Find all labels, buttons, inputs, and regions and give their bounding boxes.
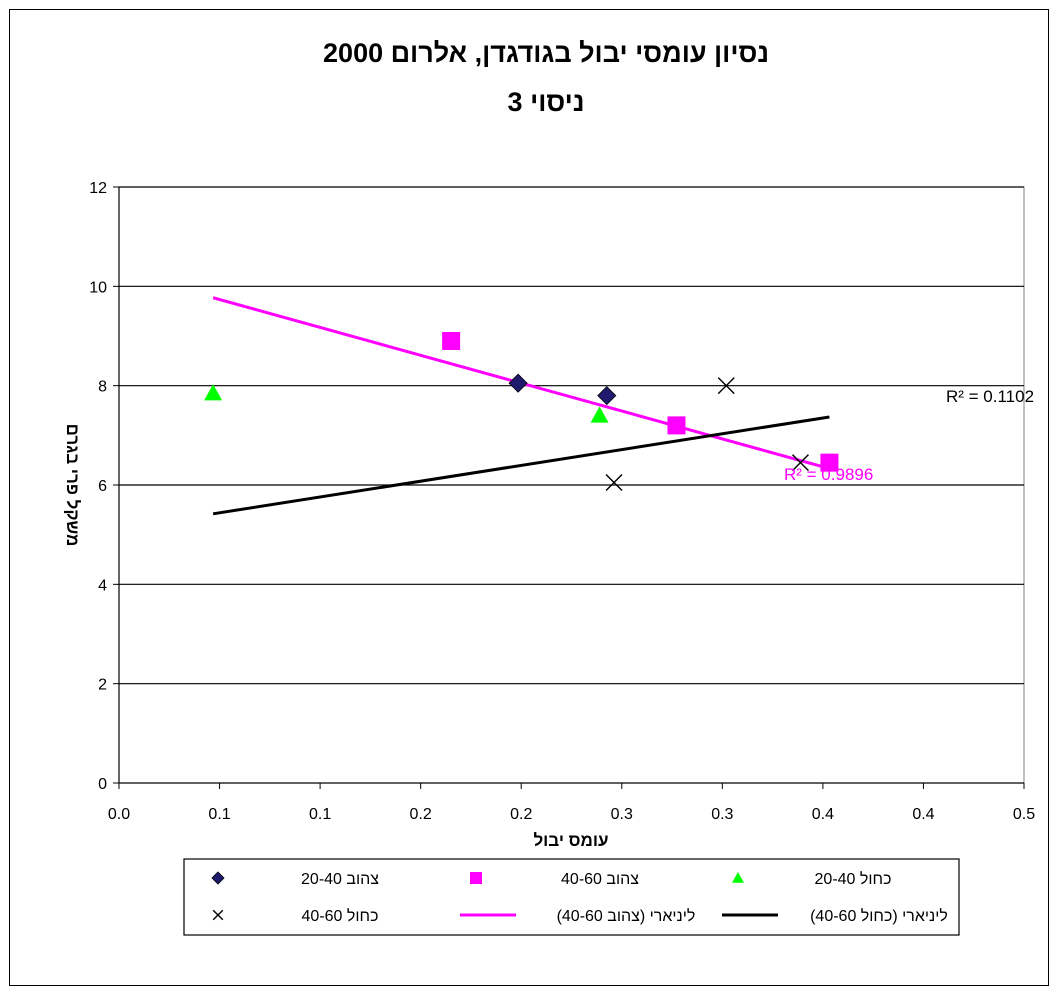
point-series-1-2	[820, 453, 839, 472]
point-series-3-2	[791, 454, 809, 472]
legend-label-4: ליניארי (צהוב 40-60)	[557, 907, 696, 925]
axes	[113, 186, 1025, 789]
r2-label-yellow-40-60: R² = 0.9896	[784, 465, 873, 484]
y-tick-label: 4	[98, 577, 107, 594]
legend-marker-0	[211, 871, 225, 885]
legend-label-2: כחול 20-40	[815, 870, 892, 888]
trendline-1	[212, 415, 830, 516]
x-axis-label: עומס יבול	[533, 831, 608, 850]
y-tick-label: 12	[89, 180, 107, 197]
x-tick-label: 0.4	[912, 806, 934, 823]
y-axis-label: משקל פרי בגרם	[63, 424, 82, 547]
chart-title-line-2: ניסוי 3	[508, 87, 585, 117]
r2-label-blue-40-60: R² = 0.1102	[946, 387, 1034, 406]
data-points	[204, 331, 839, 492]
x-tick-label: 0.2	[410, 806, 432, 823]
legend-label-3: כחול 40-60	[302, 907, 379, 925]
x-tick-label: 0.3	[711, 806, 733, 823]
point-series-2-1	[590, 406, 609, 423]
y-tick-label: 6	[98, 478, 107, 495]
legend: צהוב 20-40 צהוב 40-60 כחול 20-40 כחול 40-60…	[211, 870, 948, 925]
x-tick-label: 0.1	[208, 806, 230, 823]
point-series-1-0	[442, 331, 461, 350]
legend-label-5: ליניארי (כחול 40-60)	[810, 907, 948, 925]
x-tick-labels: 0.0 0.1 0.1 0.2 0.2 0.3 0.3 0.4 0.4 0.5	[108, 806, 1035, 823]
point-series-0-0	[508, 373, 528, 393]
legend-box	[183, 858, 960, 936]
point-series-3-0	[605, 474, 623, 492]
y-tick-label: 10	[89, 279, 107, 296]
point-series-0-1	[597, 386, 617, 406]
point-series-2-0	[204, 384, 223, 401]
gridlines	[119, 186, 1024, 685]
x-tick-label: 0.1	[309, 806, 331, 823]
x-tick-label: 0.2	[510, 806, 532, 823]
y-tick-label: 0	[98, 776, 107, 793]
y-tick-label: 8	[98, 379, 107, 396]
x-tick-label: 0.3	[611, 806, 633, 823]
legend-marker-2	[732, 872, 744, 883]
point-series-3-1	[717, 377, 735, 395]
y-tick-label: 2	[98, 677, 107, 694]
x-tick-label: 0.5	[1013, 806, 1035, 823]
point-series-1-1	[667, 416, 686, 435]
chart-title-line-1: נסיון עומסי יבול בגודגדן, אלרום 2000	[323, 38, 769, 68]
legend-marker-3	[212, 909, 224, 921]
x-tick-label: 0.4	[812, 806, 834, 823]
x-tick-label: 0.0	[108, 806, 130, 823]
legend-marker-1	[470, 872, 482, 884]
legend-label-0: צהוב 20-40	[301, 871, 379, 888]
y-tick-labels: 0 2 4 6 8 10 12	[89, 180, 107, 793]
legend-label-1: צהוב 40-60	[561, 871, 639, 888]
